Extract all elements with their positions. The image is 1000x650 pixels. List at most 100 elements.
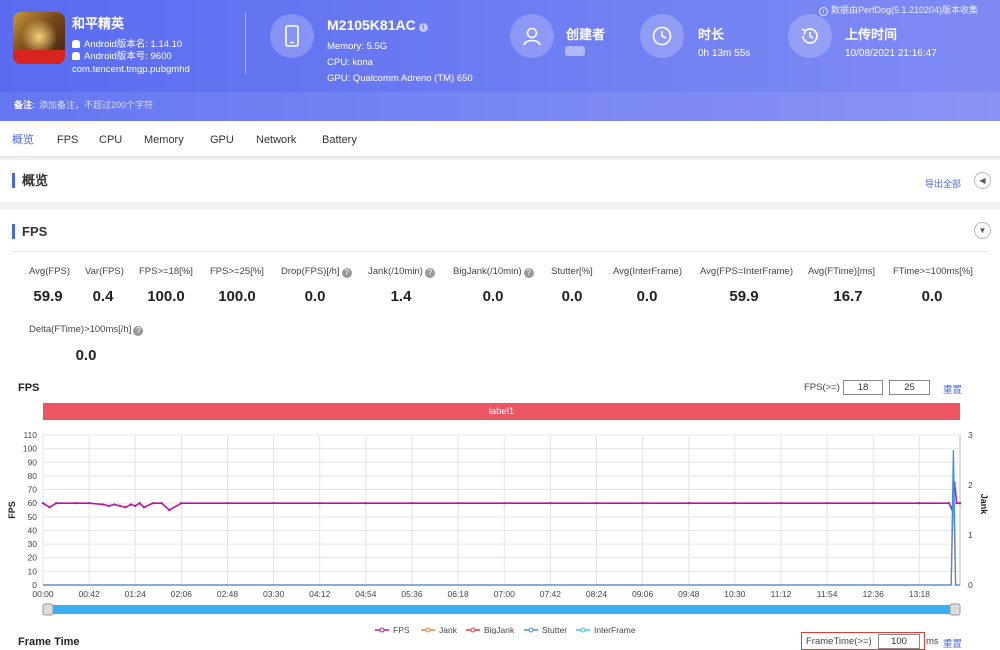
fps-point: [272, 501, 275, 505]
y2-tick-label: 3: [968, 430, 973, 440]
device-model: M2105K81AC i: [327, 17, 428, 33]
tab-fps[interactable]: FPS: [57, 134, 79, 146]
help-icon[interactable]: ?: [523, 268, 534, 278]
fps-point: [955, 501, 958, 505]
legend-marker-stutter: [528, 627, 534, 633]
tab-memory[interactable]: Memory: [144, 134, 184, 146]
fps-point: [180, 501, 183, 505]
tab-network[interactable]: Network: [256, 134, 297, 146]
x-tick-label: 11:54: [817, 589, 838, 599]
frame-time-threshold-label: FrameTime(>=): [806, 636, 872, 647]
frame-time-threshold-input[interactable]: [878, 634, 920, 649]
metric-value-jank: 1.4: [390, 288, 412, 305]
remark-bar[interactable]: 备注: 添加备注，不超过200个字符: [0, 92, 1000, 121]
metric-label-avg-fps-interframe: Avg(FPS=InterFrame): [700, 266, 794, 277]
overview-title: 概览: [12, 173, 48, 188]
frame-time-unit: ms: [926, 636, 939, 647]
help-icon[interactable]: ?: [341, 268, 352, 278]
expand-button[interactable]: ▼: [974, 222, 991, 239]
metric-value-fps18: 100.0: [147, 288, 185, 305]
metric-value-fps25: 100.0: [218, 288, 256, 305]
app-package: com.tencent.tmgp.pubgmhd: [72, 64, 190, 75]
collapse-button[interactable]: ◀: [974, 172, 991, 189]
metric-label-bigjank: BigJank(/10min)?: [453, 266, 534, 278]
metric-value-var-fps: 0.4: [92, 288, 114, 305]
tab-gpu[interactable]: GPU: [210, 134, 234, 146]
metric-value-avg-interframe: 0.0: [636, 288, 658, 305]
fps-title: FPS: [12, 224, 47, 239]
chevron-down-icon: ▼: [978, 226, 987, 235]
android-icon: [72, 40, 80, 48]
y2-tick-label: 0: [968, 580, 973, 590]
fps-threshold-label: FPS(>=): [804, 382, 840, 393]
metric-label-fps25: FPS>=25[%]: [210, 266, 264, 277]
fps-point: [947, 501, 951, 505]
creator-title: 创建者: [566, 27, 606, 42]
info-icon: i: [818, 7, 828, 16]
x-tick-label: 04:12: [309, 589, 331, 599]
y-tick-label: 90: [28, 457, 38, 467]
help-icon[interactable]: ?: [424, 268, 435, 278]
device-cpu: CPU: kona: [327, 57, 373, 68]
label-bar[interactable]: label1: [43, 403, 960, 420]
tab-bar: 概览 FPS CPU Memory GPU Network Battery: [0, 121, 1000, 157]
tab-battery[interactable]: Battery: [322, 134, 357, 146]
overview-panel: 概览 导出全部 ◀: [0, 160, 1000, 202]
info-icon[interactable]: i: [418, 23, 428, 32]
legend-marker-interframe: [580, 627, 586, 633]
panel-divider: [12, 251, 988, 252]
fps-chart-label: FPS: [18, 382, 40, 394]
y-tick-label: 100: [23, 444, 37, 454]
metric-label-avg-interframe: Avg(InterFrame): [613, 266, 682, 277]
fps-point: [124, 506, 127, 509]
fps-point: [595, 501, 598, 505]
tab-cpu[interactable]: CPU: [99, 134, 123, 146]
metric-label-avg-ftime: Avg(FTime)[ms]: [808, 266, 876, 277]
fps-point: [410, 501, 414, 505]
y2-tick-label: 2: [968, 480, 973, 490]
metric-label-stutter: Stutter[%]: [551, 266, 593, 277]
upload-title: 上传时间: [845, 27, 898, 42]
fps-point: [142, 506, 146, 509]
fps-point: [364, 501, 368, 505]
y-tick-label: 110: [23, 430, 37, 440]
fps-point: [54, 501, 58, 505]
legend-marker-jank: [425, 627, 431, 633]
y2-tick-label: 1: [968, 530, 973, 540]
metric-label-var-fps: Var(FPS): [85, 266, 124, 277]
x-tick-label: 08:24: [586, 589, 608, 599]
metric-value-avg-ftime: 16.7: [833, 288, 863, 305]
user-icon: [510, 14, 554, 58]
tab-overview[interactable]: 概览: [12, 134, 34, 146]
fps-point: [48, 506, 51, 509]
x-tick-label: 06:18: [447, 589, 469, 599]
fps-threshold-input-1[interactable]: [843, 380, 883, 395]
y-tick-label: 0: [32, 580, 37, 590]
help-icon[interactable]: ?: [133, 326, 144, 336]
fps-point: [118, 504, 122, 508]
legend-marker-fps: [379, 627, 385, 633]
frame-time-reset-link[interactable]: 重置: [943, 639, 963, 650]
export-all-link[interactable]: 导出全部: [925, 179, 962, 189]
fps-chart[interactable]: 0 10 20 30 40 50 60 70 80 90 100 110 0 1 2 3 00:00 00:42 0…: [0, 424, 1000, 634]
y-tick-label: 20: [28, 553, 38, 563]
android-icon: [72, 52, 80, 60]
x-tick-label: 02:06: [171, 589, 193, 599]
metric-label-avg-fps: Avg(FPS): [29, 266, 71, 277]
fps-point: [151, 501, 155, 505]
metric-value-delta-ftime: 0.0: [75, 347, 97, 364]
metric-value-bigjank: 0.0: [482, 288, 504, 305]
metric-value-avg-fps: 59.9: [33, 288, 63, 305]
chevron-left-icon: ◀: [979, 176, 986, 185]
fps-reset-link[interactable]: 重置: [943, 385, 963, 396]
fps-point: [160, 501, 163, 505]
x-tick-label: 09:06: [632, 589, 654, 599]
duration-title: 时长: [698, 27, 725, 42]
fps-point: [918, 501, 921, 505]
remark-input[interactable]: 添加备注，不超过200个字符: [39, 100, 154, 110]
metric-value-drop-fps: 0.0: [304, 288, 326, 305]
fps-point: [318, 501, 321, 505]
fps-threshold-input-2[interactable]: [889, 380, 930, 395]
metric-label-drop-fps: Drop(FPS)[/h]?: [281, 266, 352, 278]
metric-value-avg-fps-interframe: 59.9: [729, 288, 759, 305]
